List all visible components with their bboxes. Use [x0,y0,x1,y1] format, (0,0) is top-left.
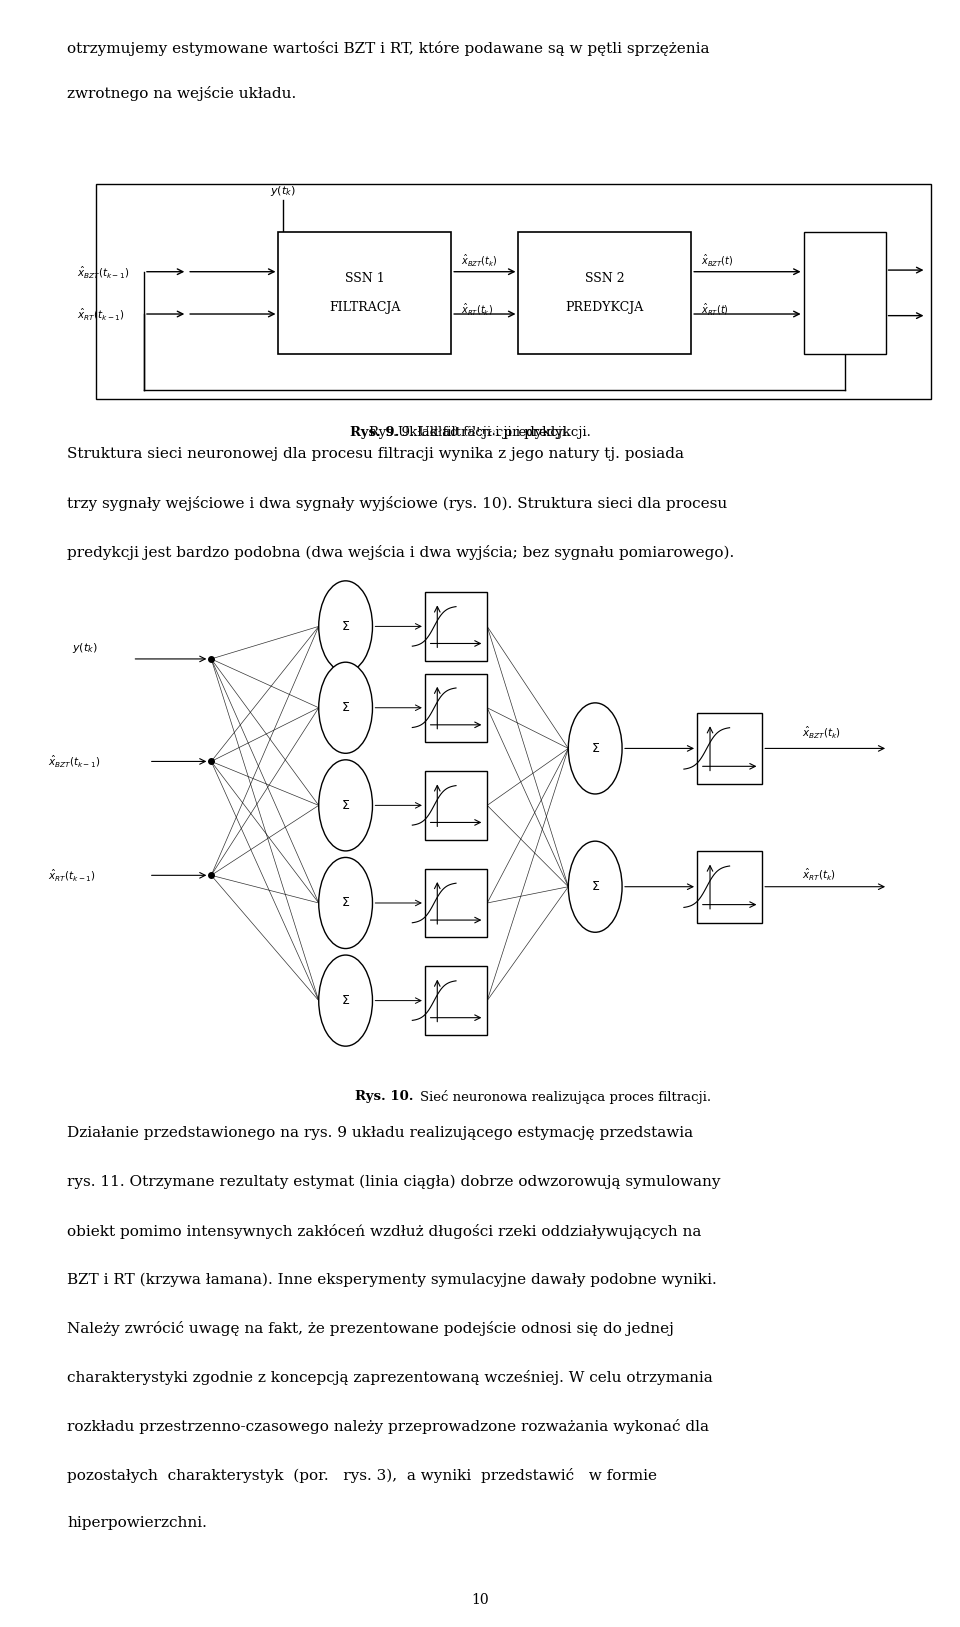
FancyBboxPatch shape [424,771,488,840]
Text: Struktura sieci neuronowej dla procesu filtracji wynika z jego natury tj. posiad: Struktura sieci neuronowej dla procesu f… [67,447,684,462]
Text: Należy zwrócić uwagę na fakt, że prezentowane podejście odnosi się do jednej: Należy zwrócić uwagę na fakt, że prezent… [67,1321,674,1336]
Text: Układ filtracji i predykcji.: Układ filtracji i predykcji. [398,426,571,439]
Text: Rys. 9.: Rys. 9. [350,426,399,439]
Text: rozkładu przestrzenno-czasowego należy przeprowadzone rozważania wykonać dla: rozkładu przestrzenno-czasowego należy p… [67,1419,709,1433]
FancyBboxPatch shape [424,592,488,661]
FancyBboxPatch shape [697,851,762,923]
Text: zwrotnego na wejście układu.: zwrotnego na wejście układu. [67,86,297,101]
FancyBboxPatch shape [424,966,488,1035]
Circle shape [319,857,372,949]
FancyBboxPatch shape [424,674,488,742]
Text: $\hat{x}_{RT}(t_k)$: $\hat{x}_{RT}(t_k)$ [802,866,835,882]
Text: pozostałych  charakterystyk  (por.   rys. 3),  a wyniki  przedstawić   w formie: pozostałych charakterystyk (por. rys. 3)… [67,1468,658,1482]
Text: trzy sygnały wejściowe i dwa sygnały wyjściowe (rys. 10). Struktura sieci dla pr: trzy sygnały wejściowe i dwa sygnały wyj… [67,496,728,511]
Text: $\hat{x}_{BZT}(t_k)$: $\hat{x}_{BZT}(t_k)$ [802,724,841,740]
Circle shape [568,703,622,794]
Text: $\hat{x}_{BZT}(t_k)$: $\hat{x}_{BZT}(t_k)$ [461,252,497,268]
Text: Rys. 10.: Rys. 10. [355,1090,414,1103]
Text: Rys. 9.: Rys. 9. [455,426,505,439]
Text: $\Sigma$: $\Sigma$ [341,701,350,714]
Text: Sieć neuronowa realizująca proces filtracji.: Sieć neuronowa realizująca proces filtra… [420,1090,710,1105]
FancyBboxPatch shape [424,869,488,937]
FancyBboxPatch shape [518,233,691,355]
Text: PREDYKCJA: PREDYKCJA [565,301,644,314]
Text: charakterystyki zgodnie z koncepcją zaprezentowaną wcześniej. W celu otrzymania: charakterystyki zgodnie z koncepcją zapr… [67,1370,713,1385]
Text: Działanie przedstawionego na rys. 9 układu realizującego estymację przedstawia: Działanie przedstawionego na rys. 9 ukła… [67,1126,693,1141]
Text: $\Sigma$: $\Sigma$ [341,896,350,909]
Text: $\hat{x}_{RT}(t_{k-1})$: $\hat{x}_{RT}(t_{k-1})$ [48,867,96,883]
Text: $\hat{x}_{BZT}(t_{k-1})$: $\hat{x}_{BZT}(t_{k-1})$ [77,264,130,280]
Text: obiekt pomimo intensywnych zakłóceń wzdłuż długości rzeki oddziaływujących na: obiekt pomimo intensywnych zakłóceń wzdł… [67,1224,702,1238]
Text: $\hat{x}_{BZT}(t)$: $\hat{x}_{BZT}(t)$ [701,252,733,268]
Circle shape [319,662,372,753]
Text: $y(t_k)$: $y(t_k)$ [271,184,296,198]
Text: $\hat{x}_{RT}(t_{k-1})$: $\hat{x}_{RT}(t_{k-1})$ [77,306,125,322]
Text: 10: 10 [471,1593,489,1607]
Text: $\Sigma$: $\Sigma$ [590,880,600,893]
Text: rys. 11. Otrzymane rezultaty estymat (linia ciągła) dobrze odwzorowują symulowan: rys. 11. Otrzymane rezultaty estymat (li… [67,1175,721,1189]
FancyBboxPatch shape [697,713,762,784]
Circle shape [319,581,372,672]
Text: FILTRACJA: FILTRACJA [329,301,400,314]
Text: $\hat{x}_{RT}(t)$: $\hat{x}_{RT}(t)$ [701,301,729,317]
Text: hiperpowierzchni.: hiperpowierzchni. [67,1516,207,1531]
Text: $\Sigma$: $\Sigma$ [590,742,600,755]
Text: $\hat{x}_{BZT}(t_{k-1})$: $\hat{x}_{BZT}(t_{k-1})$ [48,753,101,770]
FancyBboxPatch shape [804,233,885,355]
Text: $\Sigma$: $\Sigma$ [341,799,350,812]
Text: $\Sigma$: $\Sigma$ [341,620,350,633]
Text: $y(t_k)$: $y(t_k)$ [72,641,98,654]
Circle shape [568,841,622,932]
Text: SSN 2: SSN 2 [585,272,625,285]
Text: Rys. 9. Układ filtracji i predykcji.: Rys. 9. Układ filtracji i predykcji. [369,426,591,439]
Circle shape [319,760,372,851]
FancyBboxPatch shape [278,233,451,355]
Text: $\Sigma$: $\Sigma$ [341,994,350,1007]
Text: predykcji jest bardzo podobna (dwa wejścia i dwa wyjścia; bez sygnału pomiaroweg: predykcji jest bardzo podobna (dwa wejśc… [67,545,734,560]
Text: SSN 1: SSN 1 [345,272,385,285]
Circle shape [319,955,372,1046]
Text: BZT i RT (krzywa łamana). Inne eksperymenty symulacyjne dawały podobne wyniki.: BZT i RT (krzywa łamana). Inne eksperyme… [67,1272,717,1287]
Text: otrzymujemy estymowane wartości BZT i RT, które podawane są w pętli sprzężenia: otrzymujemy estymowane wartości BZT i RT… [67,41,709,55]
Text: $\hat{x}_{RT}(t_k)$: $\hat{x}_{RT}(t_k)$ [461,301,492,317]
